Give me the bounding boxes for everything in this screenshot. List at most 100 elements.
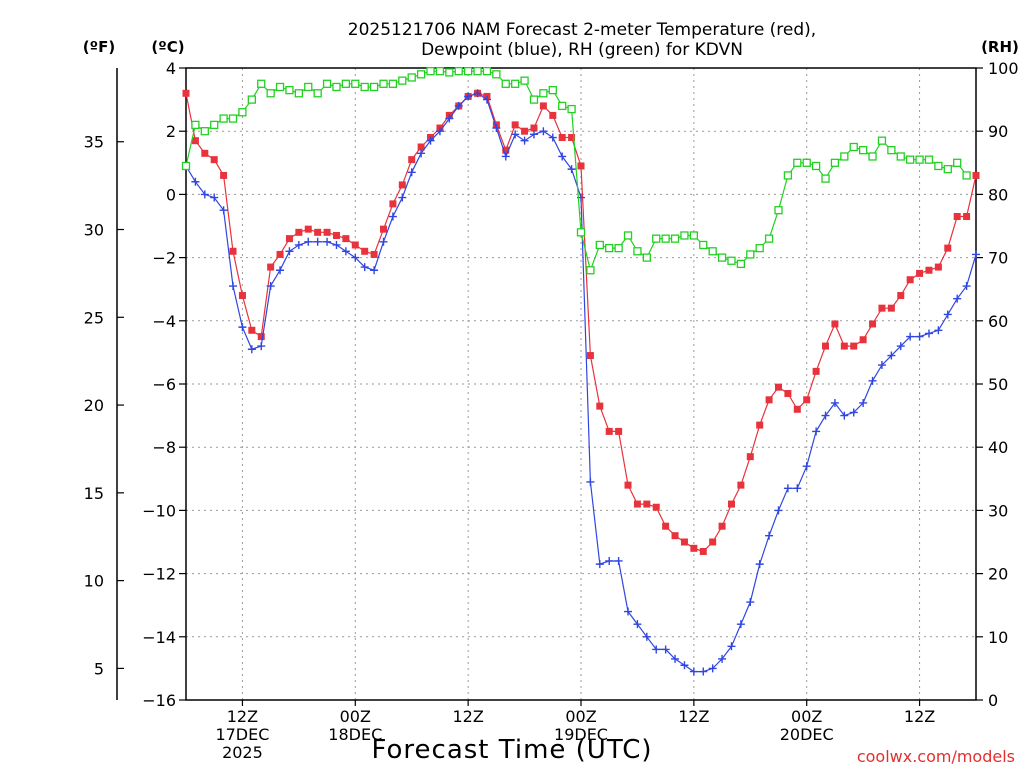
rh-tick-label: 90 (988, 122, 1008, 141)
dewpoint-point (285, 247, 294, 256)
dewpoint-point (482, 95, 491, 104)
temperature-point (831, 320, 839, 328)
dewpoint-point (304, 237, 313, 246)
rh-tick-label: 0 (988, 691, 998, 710)
temperature-point (671, 532, 679, 540)
dewpoint-point (351, 253, 360, 262)
rh-point (586, 266, 595, 275)
temperature-point (276, 250, 284, 258)
rh-point (322, 79, 332, 88)
temperature-point (323, 228, 331, 236)
celsius-tick-label: −16 (142, 691, 176, 710)
fahrenheit-tick-label: 35 (84, 133, 104, 152)
rh-point (934, 161, 943, 171)
celsius-tick-label: −10 (142, 501, 176, 520)
dewpoint-point (906, 332, 915, 341)
temperature-point (756, 421, 764, 429)
rh-point (830, 158, 840, 167)
dewpoint-point (398, 193, 407, 202)
temperature-point (972, 171, 980, 179)
rh-tick-label: 80 (988, 185, 1008, 204)
dewpoint-point (276, 266, 285, 275)
temperature-point (361, 247, 369, 255)
celsius-tick-label: −2 (152, 249, 176, 268)
rh-point (388, 79, 398, 88)
temperature-point (897, 292, 905, 300)
temperature-point (869, 320, 877, 328)
temperature-point (502, 146, 510, 154)
dewpoint-point (492, 124, 501, 133)
time-tick-label: 12Z (452, 707, 483, 726)
rh-point (783, 171, 793, 180)
rh-point (840, 152, 849, 161)
rh-point (736, 259, 746, 269)
rh-point (511, 79, 520, 88)
dewpoint-point (840, 411, 849, 420)
time-tick-label: 12Z (678, 707, 709, 726)
temperature-point (906, 276, 914, 284)
fahrenheit-tick-label: 25 (84, 308, 104, 327)
temperature-point (342, 235, 350, 243)
dewpoint-point (830, 398, 839, 407)
rh-point (887, 146, 896, 155)
rh-tick-label: 50 (988, 375, 1008, 394)
rh-point (539, 89, 548, 98)
temperature-point (784, 389, 792, 397)
rh-point (774, 206, 783, 215)
rh-point (360, 82, 369, 92)
temperature-point (963, 213, 971, 221)
rh-point (623, 231, 633, 240)
rh-tick-label: 30 (988, 501, 1008, 520)
temperature-point (408, 156, 416, 164)
rh-point (369, 82, 379, 92)
temperature-point (380, 225, 387, 233)
temperature-point (605, 427, 613, 435)
dewpoint-point (774, 506, 783, 515)
dewpoint-point (511, 130, 520, 139)
rh-point (398, 76, 407, 85)
rh-point (548, 85, 557, 95)
dewpoint-point (877, 361, 886, 370)
temperature-point (944, 244, 952, 252)
rh-point (680, 231, 689, 240)
temperature-point (803, 396, 811, 404)
rh-tick-label: 10 (988, 628, 1008, 647)
temperature-point (521, 127, 529, 135)
time-tick-label: 12Z (904, 707, 935, 726)
temperature-point (793, 405, 801, 413)
celsius-unit-label: (ºC) (151, 38, 184, 56)
rh-point (802, 158, 811, 167)
rh-point (351, 79, 360, 88)
temperature-point (191, 137, 199, 145)
dewpoint-point (812, 427, 821, 436)
temperature-point (680, 538, 688, 546)
temperature-point (417, 143, 425, 151)
dewpoint-point (247, 345, 256, 354)
rh-point (238, 108, 247, 117)
temperature-point (850, 342, 858, 350)
rh-tick-label: 100 (988, 59, 1019, 78)
rh-tick-label: 60 (988, 312, 1008, 331)
rh-point (896, 152, 905, 161)
temperature-point (229, 247, 237, 255)
time-tick-label: 00Z (565, 707, 596, 726)
dewpoint-point (953, 294, 962, 303)
rh-point (689, 231, 699, 240)
dewpoint-point (370, 266, 379, 275)
temperature-point (351, 241, 359, 249)
dewpoint-point (624, 607, 633, 616)
temperature-point (596, 402, 604, 410)
dewpoint-point (332, 240, 341, 249)
dewpoint-point (501, 152, 510, 161)
dewpoint-point (529, 130, 538, 139)
rh-tick-label: 70 (988, 249, 1008, 268)
dewpoint-point (407, 168, 416, 177)
rh-point (219, 114, 228, 123)
temperature-point (643, 500, 651, 508)
series-open-square (181, 67, 971, 275)
dewpoint-point (539, 127, 548, 136)
rh-point (868, 152, 877, 161)
fahrenheit-tick-label: 20 (84, 396, 104, 415)
temperature-point (549, 111, 557, 119)
